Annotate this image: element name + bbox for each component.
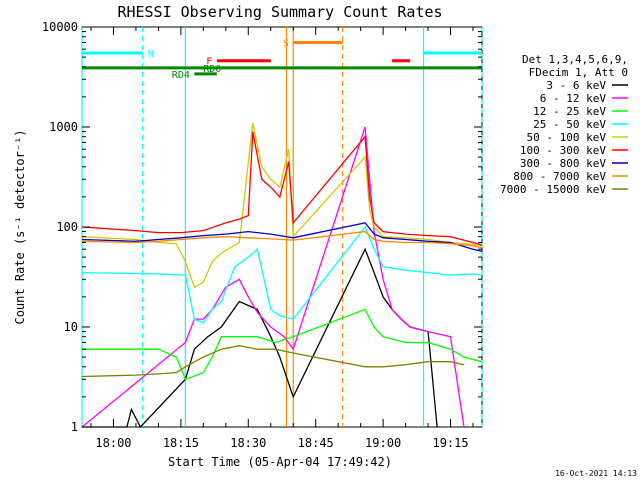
flag-label-rd0: RD0 bbox=[203, 64, 221, 75]
legend-entry-label-4: 50 - 100 keV bbox=[527, 131, 607, 144]
y-tick-label-2: 100 bbox=[56, 220, 78, 234]
legend-entry-label-5: 100 - 300 keV bbox=[520, 144, 606, 157]
legend-entry-label-0: 3 - 6 keV bbox=[546, 79, 606, 92]
legend-entry-label-1: 6 - 12 keV bbox=[540, 92, 607, 105]
y-axis-ticks: 1 10 100 1000 10000 bbox=[42, 20, 482, 434]
series-line-4 bbox=[81, 122, 483, 289]
x-axis-label: Start Time (05-Apr-04 17:49:42) bbox=[168, 455, 392, 469]
series-line-1 bbox=[81, 126, 465, 428]
chart-title: RHESSI Observing Summary Count Rates bbox=[117, 3, 442, 21]
legend: Det 1,3,4,5,6,9,FDecim 1, Att 03 - 6 keV… bbox=[500, 53, 628, 196]
state-flags: N F S RD0 RD4 bbox=[82, 38, 482, 81]
flag-label-n: N bbox=[148, 49, 154, 60]
footer-timestamp: 16-Oct-2021 14:13 bbox=[555, 469, 637, 478]
legend-entry-label-8: 7000 - 15000 keV bbox=[500, 183, 606, 196]
series-lines bbox=[81, 122, 483, 429]
x-tick-label-4: 19:00 bbox=[365, 436, 401, 450]
series-line-6 bbox=[81, 222, 483, 253]
x-tick-label-5: 19:15 bbox=[432, 436, 468, 450]
x-tick-label-0: 18:00 bbox=[95, 436, 131, 450]
flag-label-f: F bbox=[206, 57, 212, 68]
series-line-7 bbox=[81, 230, 483, 249]
series-line-3 bbox=[81, 225, 483, 324]
series-line-8 bbox=[81, 345, 465, 378]
flag-label-rd4: RD4 bbox=[172, 70, 190, 81]
legend-entry-label-7: 800 - 7000 keV bbox=[513, 170, 606, 183]
x-tick-label-2: 18:30 bbox=[230, 436, 266, 450]
x-tick-label-1: 18:15 bbox=[163, 436, 199, 450]
legend-header-0: Det 1,3,4,5,6,9, bbox=[522, 53, 628, 66]
plot-frame bbox=[81, 26, 483, 428]
y-tick-label-0: 1 bbox=[71, 420, 78, 434]
legend-header-1: FDecim 1, Att 0 bbox=[529, 66, 628, 79]
y-tick-label-3: 1000 bbox=[49, 120, 78, 134]
series-line-2 bbox=[82, 308, 483, 381]
vertical-markers bbox=[81, 27, 483, 427]
legend-entry-label-2: 12 - 25 keV bbox=[533, 105, 606, 118]
legend-entry-label-6: 300 - 800 keV bbox=[520, 157, 606, 170]
y-axis-label: Count Rate (s⁻¹ detector⁻¹) bbox=[13, 129, 27, 324]
y-tick-label-1: 10 bbox=[64, 320, 78, 334]
series-line-5 bbox=[81, 131, 483, 246]
legend-entry-label-3: 25 - 50 keV bbox=[533, 118, 606, 131]
x-tick-label-3: 18:45 bbox=[298, 436, 334, 450]
flag-label-s: S bbox=[283, 38, 289, 49]
y-tick-label-4: 10000 bbox=[42, 20, 78, 34]
x-axis-ticks: 18:00 18:15 18:30 18:45 19:00 19:15 bbox=[90, 27, 474, 450]
